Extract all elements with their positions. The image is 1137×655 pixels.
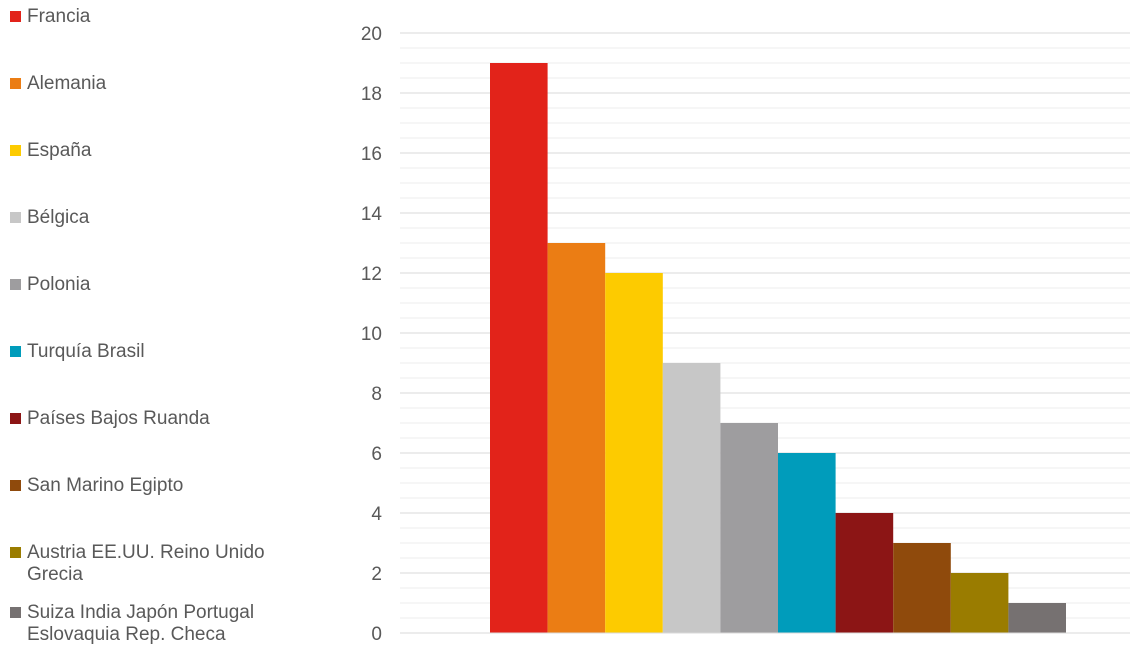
legend-label: Países Bajos Ruanda <box>27 408 210 429</box>
y-tick-label: 18 <box>361 84 382 105</box>
legend-item: Francia <box>10 6 320 28</box>
legend-label: Austria EE.UU. Reino Unido Grecia <box>27 542 265 585</box>
legend-item: Turquía Brasil <box>10 341 320 363</box>
y-tick-label: 2 <box>371 564 382 585</box>
bar <box>605 273 663 633</box>
bar <box>1008 603 1066 633</box>
y-tick-label: 20 <box>361 24 382 45</box>
legend-label: Bélgica <box>27 207 90 228</box>
legend-swatch <box>10 279 21 290</box>
legend-swatch <box>10 607 21 618</box>
y-axis-tick-labels: 0 2 4 6 8 10 12 14 16 18 20 <box>361 24 383 645</box>
y-tick-label: 8 <box>371 384 382 405</box>
bar <box>547 243 606 633</box>
legend-swatch <box>10 212 21 223</box>
legend-label: Suiza India Japón Portugal Eslovaquia Re… <box>27 602 255 645</box>
bars <box>490 63 1066 633</box>
legend-swatch <box>10 413 21 424</box>
legend-item: Polonia <box>10 274 320 296</box>
legend-item: Austria EE.UU. Reino Unido Grecia <box>10 542 320 586</box>
legend-swatch <box>10 547 21 558</box>
legend-swatch <box>10 480 21 491</box>
y-tick-label: 6 <box>371 444 382 465</box>
y-tick-label: 4 <box>371 504 382 525</box>
legend-swatch <box>10 145 21 156</box>
legend-item: San Marino Egipto <box>10 475 320 497</box>
bar <box>720 423 778 633</box>
legend-swatch <box>10 78 21 89</box>
legend-swatch <box>10 11 21 22</box>
bar <box>893 543 951 633</box>
legend-item: España <box>10 140 320 162</box>
bar <box>490 63 548 633</box>
bar <box>950 573 1009 633</box>
legend-item: Bélgica <box>10 207 320 229</box>
legend-label: Alemania <box>27 73 107 94</box>
legend-label: España <box>27 140 92 161</box>
legend-item: Alemania <box>10 73 320 95</box>
legend-label: Turquía Brasil <box>27 341 145 362</box>
y-tick-label: 14 <box>361 204 383 225</box>
y-tick-label: 16 <box>361 144 382 165</box>
y-tick-label: 10 <box>361 324 382 345</box>
bar <box>835 513 894 633</box>
legend-item: Países Bajos Ruanda <box>10 408 320 430</box>
y-tick-label: 0 <box>371 624 382 645</box>
legend-label: Polonia <box>27 274 91 295</box>
legend-label: Francia <box>27 6 91 27</box>
bar <box>662 363 721 633</box>
legend-label: San Marino Egipto <box>27 475 184 496</box>
legend-swatch <box>10 346 21 357</box>
y-tick-label: 12 <box>361 264 382 285</box>
legend-item: Suiza India Japón Portugal Eslovaquia Re… <box>10 602 320 646</box>
bar <box>778 453 836 633</box>
